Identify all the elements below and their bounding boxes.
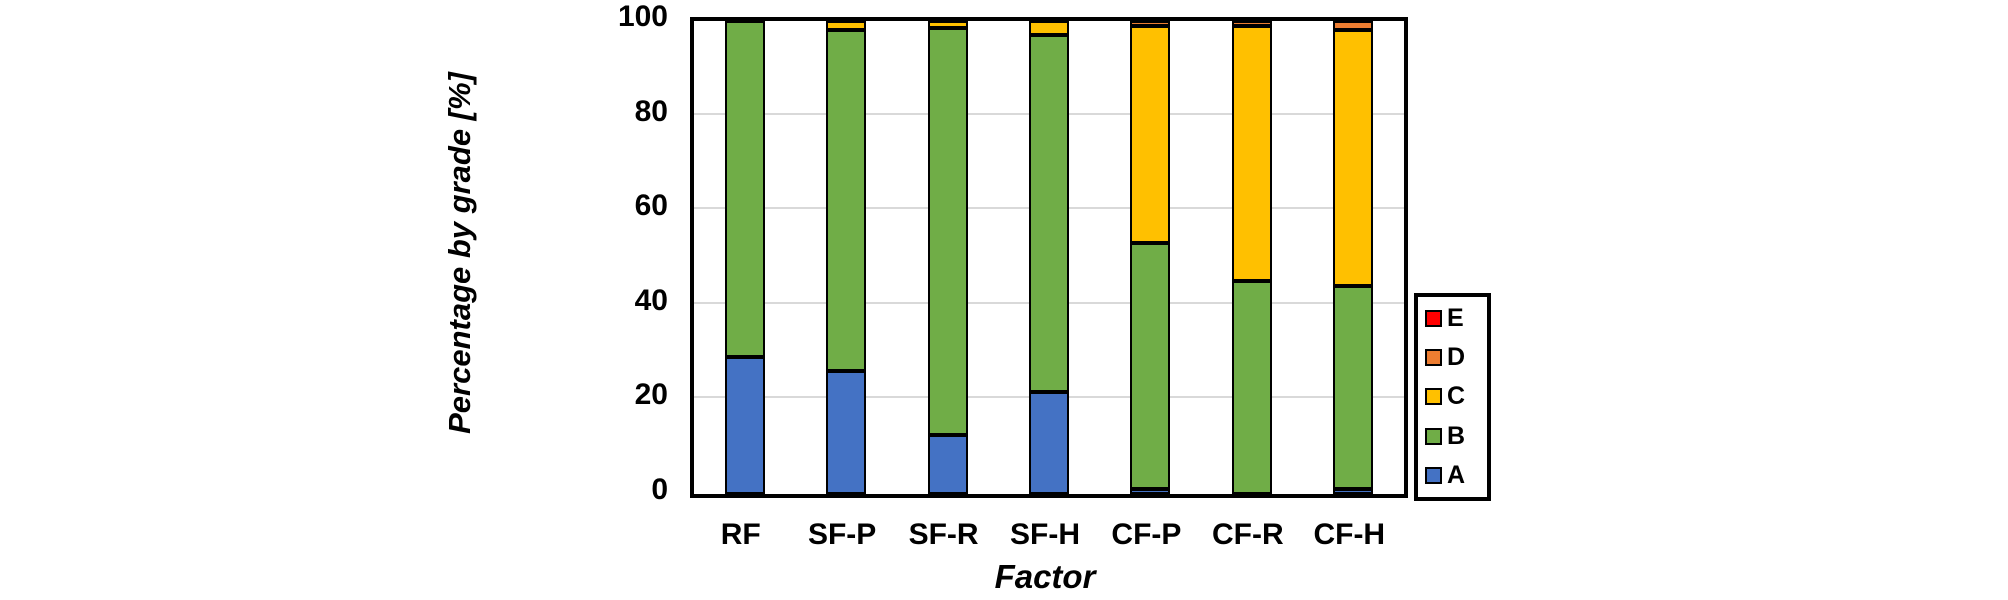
bar-segment-CF-P-B [1130, 243, 1171, 490]
bar-SF-P [826, 21, 867, 494]
x-tick-label-CF-P: CF-P [1111, 518, 1182, 551]
legend-label-E: E [1447, 304, 1464, 333]
bar-segment-SF-P-B [826, 30, 867, 372]
y-tick-label-100: 100 [617, 0, 668, 33]
bar-segment-CF-H-D [1333, 21, 1374, 31]
legend-item-B: B [1425, 421, 1487, 450]
y-tick-label-20: 20 [634, 378, 668, 412]
bar-segment-CF-H-A [1333, 489, 1374, 494]
bar-segment-SF-H-B [1029, 35, 1069, 393]
legend-item-A: A [1425, 460, 1487, 489]
x-tick-label-SF-P: SF-P [807, 518, 877, 551]
bar-segment-CF-H-B [1333, 285, 1374, 490]
legend-label-D: D [1447, 343, 1466, 372]
bar-segment-SF-P-A [826, 371, 867, 494]
bar-CF-P [1130, 21, 1171, 494]
legend-swatch-B [1425, 427, 1442, 445]
bar-segment-CF-H-C [1333, 30, 1374, 286]
y-tick-label-60: 60 [634, 189, 668, 223]
legend-label-A: A [1447, 460, 1466, 489]
y-tick-label-40: 40 [634, 283, 668, 317]
bar-CF-R [1231, 21, 1272, 494]
legend-swatch-E [1425, 310, 1442, 328]
x-tick-label-SF-H: SF-H [1010, 518, 1080, 551]
bar-segment-RF-B [724, 21, 765, 357]
bar-segment-CF-P-A [1130, 489, 1171, 494]
plot-area [690, 17, 1408, 498]
x-tick-label-RF: RF [720, 518, 761, 551]
legend-item-D: D [1425, 345, 1487, 370]
legend-label-C: C [1447, 382, 1466, 411]
x-tick-label-CF-H: CF-H [1313, 518, 1386, 551]
bar-segment-SF-R-C [927, 21, 968, 29]
bar-segment-SF-P-C [826, 21, 867, 31]
bar-SF-H [1029, 21, 1069, 494]
x-tick-label-CF-R: CF-R [1212, 518, 1284, 551]
bar-segment-CF-R-C [1231, 25, 1272, 282]
bar-CF-H [1333, 21, 1374, 494]
bar-SF-R [927, 21, 968, 494]
y-tick-label-0: 0 [651, 473, 668, 506]
bar-segment-SF-R-A [927, 434, 968, 494]
bar-RF [724, 21, 765, 494]
legend-item-C: C [1425, 384, 1487, 409]
bar-segment-CF-P-C [1130, 25, 1171, 244]
y-axis-title: Percentage by grade [%] [442, 72, 477, 434]
bar-segment-SF-R-B [927, 28, 968, 435]
y-tick-label-80: 80 [634, 94, 668, 128]
bar-segment-CF-R-B [1231, 281, 1272, 494]
bar-segment-SF-H-C [1029, 21, 1069, 36]
x-tick-label-SF-R: SF-R [908, 518, 979, 551]
legend-swatch-D [1425, 349, 1442, 367]
legend-swatch-C [1425, 388, 1442, 406]
bar-segment-CF-P-D [1130, 21, 1171, 26]
bar-segment-SF-H-A [1029, 392, 1069, 494]
legend-item-E: E [1425, 306, 1487, 331]
bar-segment-CF-R-D [1231, 21, 1272, 26]
legend-label-B: B [1447, 421, 1466, 450]
legend-swatch-A [1425, 466, 1442, 484]
x-axis-title: Factor [994, 558, 1096, 595]
bar-segment-RF-A [724, 356, 765, 494]
